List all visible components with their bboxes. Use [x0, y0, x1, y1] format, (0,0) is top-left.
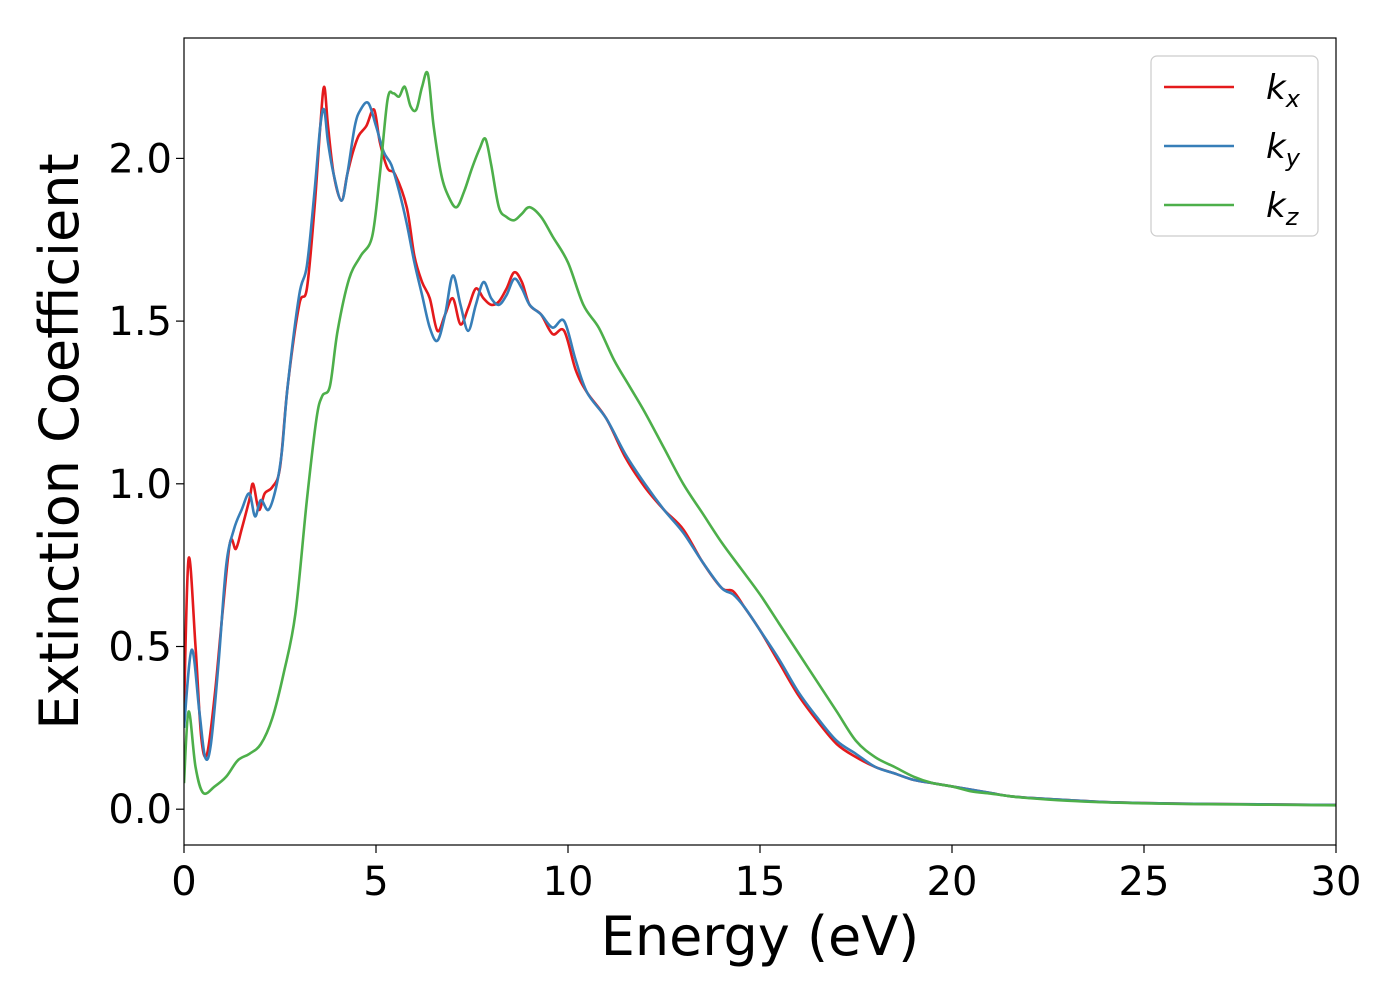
x-tick-label: 25	[1119, 859, 1170, 905]
legend-label-kz: kz	[1266, 186, 1300, 231]
x-tick-label: 10	[543, 859, 594, 905]
series-line-ky	[184, 101, 1336, 807]
y-axis: 0.0 0.5 1.0 1.5 2.0	[108, 136, 184, 833]
series-line-kz	[184, 70, 1336, 807]
legend: kx ky kz	[1150, 55, 1319, 237]
plot-lines	[184, 70, 1336, 807]
x-axis: 0 5 10 15 20 25 30	[171, 845, 1361, 905]
x-tick-label: 30	[1311, 859, 1362, 905]
y-tick-label: 1.5	[108, 299, 172, 345]
y-tick-label: 0.5	[108, 625, 172, 671]
y-tick-label: 0.0	[108, 787, 172, 833]
y-tick-label: 1.0	[108, 462, 172, 508]
x-tick-label: 20	[927, 859, 978, 905]
x-tick-label: 5	[363, 859, 388, 905]
x-tick-label: 15	[735, 859, 786, 905]
legend-box	[1150, 55, 1319, 237]
x-axis-title: Energy (eV)	[601, 905, 920, 968]
legend-label-ky: ky	[1266, 127, 1301, 172]
legend-label-kx: kx	[1266, 68, 1301, 113]
y-axis-title: Extinction Coefficient	[28, 153, 91, 729]
x-tick-label: 0	[171, 859, 196, 905]
y-tick-label: 2.0	[108, 136, 172, 182]
